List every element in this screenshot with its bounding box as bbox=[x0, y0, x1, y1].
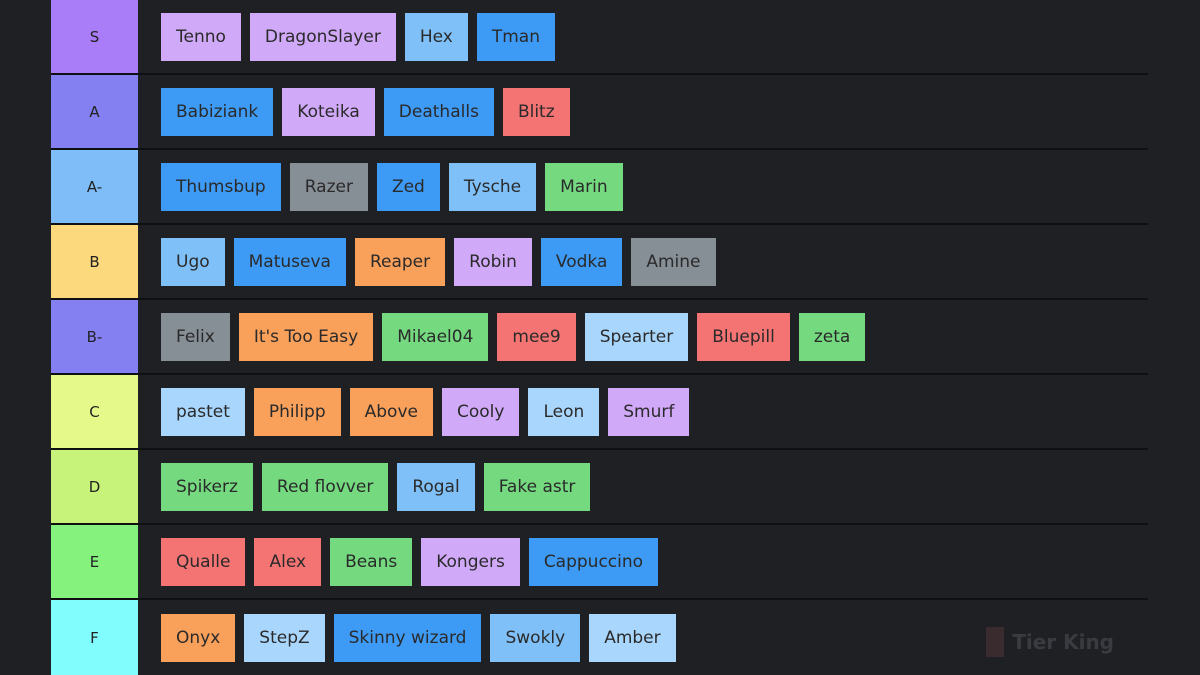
tier-label: E bbox=[51, 525, 138, 598]
tier-items: Onyx StepZ Skinny wizard Swokly Amber bbox=[161, 600, 676, 675]
tier-item[interactable]: Philipp bbox=[253, 387, 341, 436]
tier-item[interactable]: zeta bbox=[798, 312, 866, 361]
tier-item[interactable]: Cooly bbox=[441, 387, 520, 436]
tier-item[interactable]: Red flovver bbox=[261, 462, 389, 511]
tier-item[interactable]: Amber bbox=[589, 613, 676, 662]
tier-item[interactable]: mee9 bbox=[497, 312, 576, 361]
tier-items: Thumsbup Razer Zed Tysche Marin bbox=[161, 150, 623, 223]
tier-item[interactable]: pastet bbox=[161, 387, 245, 436]
tier-item[interactable]: Beans bbox=[330, 537, 413, 586]
tier-item[interactable]: Rogal bbox=[397, 462, 475, 511]
tier-row: D Spikerz Red flovver Rogal Fake astr bbox=[51, 450, 1148, 525]
tier-item[interactable]: Spikerz bbox=[161, 462, 253, 511]
tier-label: A bbox=[51, 75, 138, 148]
tier-item[interactable]: Vodka bbox=[540, 237, 623, 286]
logo bbox=[986, 627, 1005, 657]
tier-item[interactable]: Tenno bbox=[161, 12, 241, 61]
tier-item[interactable]: Cappuccino bbox=[528, 537, 659, 586]
tier-row: B Ugo Matuseva Reaper Robin Vodka Amine bbox=[51, 225, 1148, 300]
tier-item[interactable]: Spearter bbox=[584, 312, 689, 361]
tier-item[interactable]: StepZ bbox=[244, 613, 325, 662]
tier-item[interactable]: Qualle bbox=[161, 537, 246, 586]
tier-item[interactable]: Amine bbox=[631, 237, 716, 286]
tier-label: A- bbox=[51, 150, 138, 223]
tier-item[interactable]: Reaper bbox=[354, 237, 446, 286]
tier-item[interactable]: Fake astr bbox=[483, 462, 591, 511]
tier-item[interactable]: Leon bbox=[528, 387, 600, 436]
watermark: Tier King bbox=[986, 627, 1114, 657]
tier-items: Qualle Alex Beans Kongers Cappuccino bbox=[161, 525, 659, 598]
tier-item[interactable]: Robin bbox=[454, 237, 532, 286]
tier-items: Felix It's Too Easy Mikael04 mee9 Spearter Bl… bbox=[161, 300, 866, 373]
tier-items: Tenno DragonSlayer Hex Tman bbox=[161, 0, 555, 73]
tier-item[interactable]: Ugo bbox=[161, 237, 225, 286]
tier-row: A Babiziank Koteika Deathalls Blitz bbox=[51, 75, 1148, 150]
tier-row: E Qualle Alex Beans Kongers Cappuccino bbox=[51, 525, 1148, 600]
tier-item[interactable]: Tysche bbox=[448, 162, 537, 211]
tier-item[interactable]: Babiziank bbox=[161, 87, 274, 136]
tier-label: B bbox=[51, 225, 138, 298]
tier-item[interactable]: Zed bbox=[376, 162, 440, 211]
tier-label: S bbox=[51, 0, 138, 73]
watermark-text: Tier King bbox=[1012, 630, 1114, 654]
tier-item[interactable]: Swokly bbox=[490, 613, 581, 662]
tier-item[interactable]: Hex bbox=[404, 12, 468, 61]
tier-item[interactable]: Razer bbox=[289, 162, 368, 211]
tier-item[interactable]: Smurf bbox=[608, 387, 690, 436]
tier-items: pastet Philipp Above Cooly Leon Smurf bbox=[161, 375, 690, 448]
tier-label: F bbox=[51, 600, 138, 675]
tier-row: S Tenno DragonSlayer Hex Tman bbox=[51, 0, 1148, 75]
tier-item[interactable]: Skinny wizard bbox=[333, 613, 482, 662]
tier-item[interactable]: Alex bbox=[254, 537, 322, 586]
tier-items: Spikerz Red flovver Rogal Fake astr bbox=[161, 450, 591, 523]
tier-item[interactable]: Deathalls bbox=[383, 87, 494, 136]
tier-row: F Onyx StepZ Skinny wizard Swokly Amber bbox=[51, 600, 1148, 675]
tier-list: S Tenno DragonSlayer Hex Tman A Babiziank Kotei… bbox=[51, 0, 1148, 675]
tier-item[interactable]: Matuseva bbox=[233, 237, 346, 286]
tier-item[interactable]: Koteika bbox=[282, 87, 375, 136]
tier-item[interactable]: DragonSlayer bbox=[249, 12, 396, 61]
tier-row: A- Thumsbup Razer Zed Tysche Marin bbox=[51, 150, 1148, 225]
tier-item[interactable]: Kongers bbox=[421, 537, 520, 586]
tier-row: B- Felix It's Too Easy Mikael04 mee9 Spearter… bbox=[51, 300, 1148, 375]
tier-item[interactable]: Mikael04 bbox=[382, 312, 489, 361]
tier-items: Ugo Matuseva Reaper Robin Vodka Amine bbox=[161, 225, 716, 298]
tier-item[interactable]: Marin bbox=[545, 162, 623, 211]
tier-item[interactable]: Bluepill bbox=[697, 312, 790, 361]
tier-item[interactable]: It's Too Easy bbox=[238, 312, 374, 361]
tier-label: D bbox=[51, 450, 138, 523]
tier-item[interactable]: Tman bbox=[476, 12, 555, 61]
tier-label: C bbox=[51, 375, 138, 448]
tier-label: B- bbox=[51, 300, 138, 373]
tier-item[interactable]: Felix bbox=[161, 312, 230, 361]
tier-items: Babiziank Koteika Deathalls Blitz bbox=[161, 75, 570, 148]
tier-item[interactable]: Thumsbup bbox=[161, 162, 281, 211]
tier-item[interactable]: Blitz bbox=[502, 87, 570, 136]
tier-item[interactable]: Above bbox=[349, 387, 433, 436]
tier-item[interactable]: Onyx bbox=[161, 613, 236, 662]
